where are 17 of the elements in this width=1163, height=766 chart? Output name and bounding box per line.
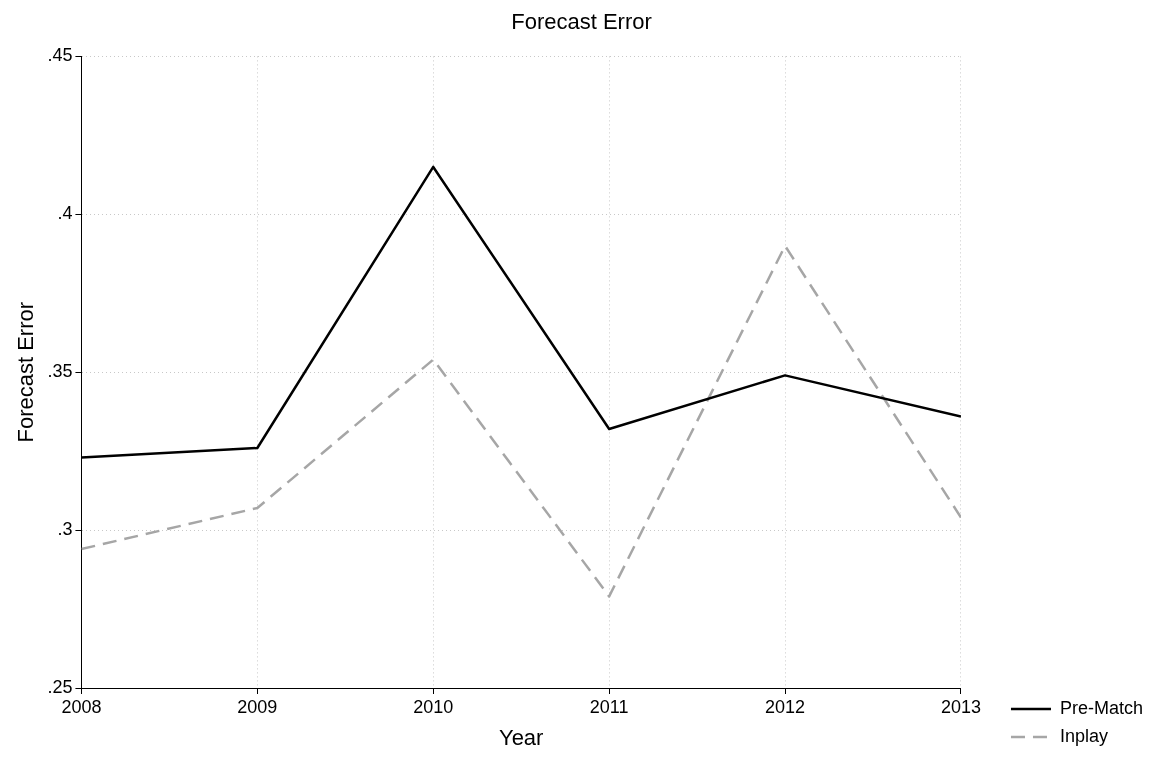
y-tick-label: .45 [47, 45, 73, 66]
y-axis-title: Forecast Error [13, 301, 39, 443]
x-tick-label: 2011 [589, 696, 629, 717]
x-tick-label: 2012 [765, 696, 806, 717]
y-tick-label: .4 [57, 203, 73, 224]
x-axis-title: Year [498, 724, 544, 750]
x-tick-label: 2010 [413, 696, 454, 717]
legend-label: Inplay [1059, 725, 1109, 746]
line-series [81, 244, 961, 598]
y-tick-label: .3 [57, 519, 73, 540]
y-tick-label: .35 [47, 361, 73, 382]
x-tick-label: 2013 [940, 696, 981, 717]
x-tick-label: 2009 [237, 696, 278, 717]
chart-title: Forecast Error [511, 9, 652, 35]
legend-label: Pre-Match [1059, 697, 1144, 718]
x-tick-label: 2008 [61, 696, 102, 717]
y-tick-label: .25 [47, 676, 73, 697]
